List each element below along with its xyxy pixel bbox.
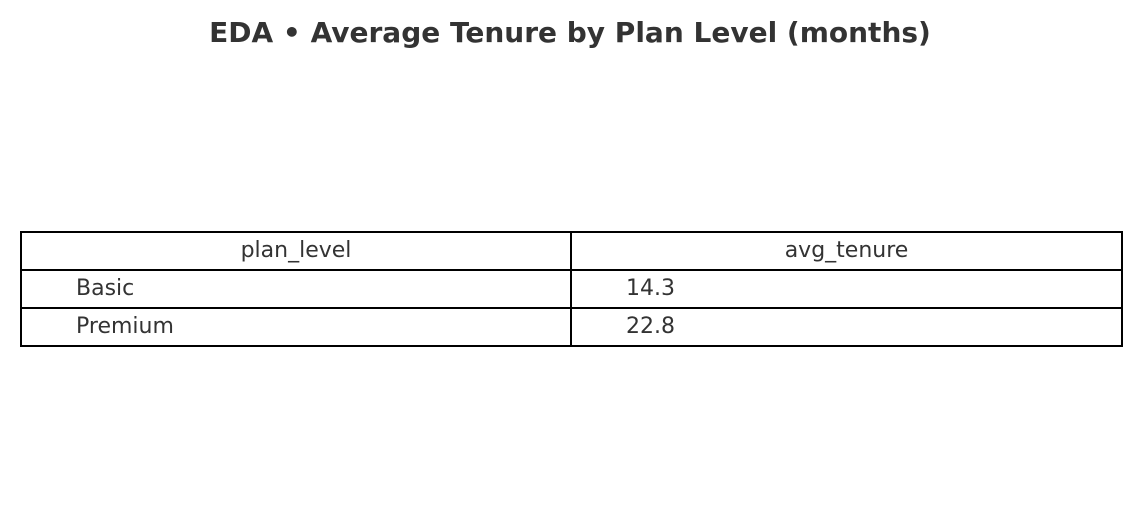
table-cell-plan-level: Basic	[20, 269, 572, 309]
column-header-plan-level: plan_level	[20, 231, 572, 271]
table-header-row: plan_level avg_tenure	[20, 231, 1123, 271]
column-header-avg-tenure: avg_tenure	[570, 231, 1123, 271]
table-row: Premium 22.8	[20, 307, 1123, 347]
table-cell-plan-level: Premium	[20, 307, 572, 347]
chart-title: EDA • Average Tenure by Plan Level (mont…	[209, 16, 931, 49]
table-cell-avg-tenure: 22.8	[570, 307, 1123, 347]
table-row: Basic 14.3	[20, 269, 1123, 309]
table-cell-avg-tenure: 14.3	[570, 269, 1123, 309]
data-table: plan_level avg_tenure Basic 14.3 Premium…	[20, 231, 1123, 347]
